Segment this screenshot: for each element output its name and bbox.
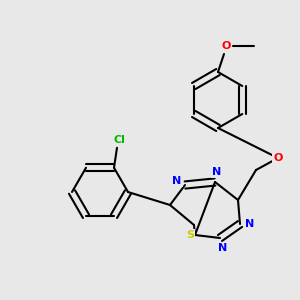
Text: N: N [212, 167, 222, 177]
Text: S: S [186, 230, 194, 240]
Text: N: N [218, 243, 228, 253]
Text: N: N [172, 176, 182, 186]
Text: N: N [245, 219, 255, 229]
Text: Cl: Cl [113, 135, 125, 145]
Text: O: O [273, 153, 283, 163]
Text: O: O [221, 41, 231, 51]
